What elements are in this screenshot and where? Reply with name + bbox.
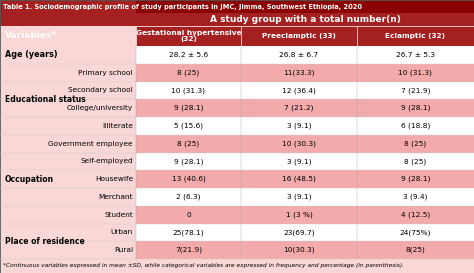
Bar (0, 117, 136, 135)
Text: Eclamptic (32): Eclamptic (32) (385, 33, 446, 39)
Bar (136, 26, 241, 46)
Text: Government employee: Government employee (48, 141, 133, 147)
Bar (357, 26, 474, 46)
Text: 9 (28.1): 9 (28.1) (174, 158, 203, 165)
Text: 25(78.1): 25(78.1) (173, 229, 204, 236)
Text: Merchant: Merchant (99, 194, 133, 200)
Text: 16 (48.5): 16 (48.5) (282, 176, 316, 182)
Text: Place of residence: Place of residence (5, 237, 85, 246)
Text: 8 (25): 8 (25) (404, 140, 427, 147)
Text: 3 (9.1): 3 (9.1) (287, 158, 311, 165)
Text: 10(30.3): 10(30.3) (283, 247, 315, 253)
Bar (0, 117, 474, 135)
Text: Rural: Rural (114, 247, 133, 253)
Bar (0, 241, 136, 259)
Text: 8 (25): 8 (25) (404, 158, 427, 165)
Bar (0, 241, 474, 259)
Text: 10 (31.3): 10 (31.3) (399, 69, 432, 76)
Text: Secondary school: Secondary school (68, 87, 133, 93)
Bar (136, 13, 474, 26)
Text: 5 (15.6): 5 (15.6) (174, 123, 203, 129)
Text: 3 (9.1): 3 (9.1) (287, 123, 311, 129)
Bar (0, 153, 474, 170)
Text: 28.2 ± 5.6: 28.2 ± 5.6 (169, 52, 208, 58)
Bar (0, 206, 474, 224)
Text: Table 1. Sociodemographic profile of study participants in JMC, Jimma, Southwest: Table 1. Sociodemographic profile of stu… (3, 4, 362, 10)
Text: 11(33.3): 11(33.3) (283, 69, 315, 76)
Text: 6 (18.8): 6 (18.8) (401, 123, 430, 129)
Bar (0, 64, 474, 82)
Text: Occupation: Occupation (5, 175, 54, 184)
Text: 9 (28.1): 9 (28.1) (174, 105, 203, 111)
Text: 3 (9.1): 3 (9.1) (287, 194, 311, 200)
Bar (0, 99, 136, 117)
Text: College/university: College/university (67, 105, 133, 111)
Bar (0, 224, 136, 241)
Text: 9 (28.1): 9 (28.1) (401, 105, 430, 111)
Bar (0, 224, 474, 241)
Bar (0, 46, 136, 64)
Text: 13 (40.6): 13 (40.6) (172, 176, 205, 182)
Text: Gestational hypertensive
(32): Gestational hypertensive (32) (136, 29, 241, 43)
Text: Preeclamptic (33): Preeclamptic (33) (262, 33, 336, 39)
Bar (0, 0, 136, 26)
Text: 24(75%): 24(75%) (400, 229, 431, 236)
Bar (0, 99, 474, 117)
Bar (0, 46, 474, 64)
Text: *Continuous variables expressed in mean ±SD, while categorical variables are exp: *Continuous variables expressed in mean … (3, 263, 404, 269)
Text: A study group with a total number(n): A study group with a total number(n) (210, 15, 401, 24)
Bar (241, 26, 357, 46)
Text: 0: 0 (186, 212, 191, 218)
Text: 26.7 ± 5.3: 26.7 ± 5.3 (396, 52, 435, 58)
Text: Educational status: Educational status (5, 95, 86, 104)
Text: Urban: Urban (111, 229, 133, 235)
Bar (0, 135, 136, 153)
Text: 26.8 ± 6.7: 26.8 ± 6.7 (280, 52, 319, 58)
Bar (0, 259, 474, 273)
Text: 12 (36.4): 12 (36.4) (282, 87, 316, 94)
Bar (0, 135, 474, 153)
Text: 10 (30.3): 10 (30.3) (282, 140, 316, 147)
Text: 7 (21.2): 7 (21.2) (284, 105, 314, 111)
Text: 4 (12.5): 4 (12.5) (401, 211, 430, 218)
Bar (0, 170, 474, 188)
Text: 9 (28.1): 9 (28.1) (401, 176, 430, 182)
Text: 23(69.7): 23(69.7) (283, 229, 315, 236)
Text: Housewife: Housewife (95, 176, 133, 182)
Text: 7(21.9): 7(21.9) (175, 247, 202, 253)
Bar (0, 188, 474, 206)
Text: Variables*: Variables* (5, 31, 57, 40)
Text: Primary school: Primary school (78, 70, 133, 76)
Text: Illiterate: Illiterate (102, 123, 133, 129)
Text: Self-employed: Self-employed (81, 158, 133, 164)
Bar (0, 0, 474, 13)
Text: 7 (21.9): 7 (21.9) (401, 87, 430, 94)
Text: 8(25): 8(25) (406, 247, 426, 253)
Text: Age (years): Age (years) (5, 51, 58, 59)
Bar (0, 206, 136, 224)
Text: 8 (25): 8 (25) (177, 140, 200, 147)
Bar (0, 82, 136, 99)
Text: 10 (31.3): 10 (31.3) (172, 87, 206, 94)
Text: 3 (9.4): 3 (9.4) (403, 194, 428, 200)
Bar (0, 188, 136, 206)
Text: 8 (25): 8 (25) (177, 69, 200, 76)
Text: 2 (6.3): 2 (6.3) (176, 194, 201, 200)
Text: 1 (3 %): 1 (3 %) (285, 211, 312, 218)
Text: Student: Student (104, 212, 133, 218)
Bar (0, 82, 474, 99)
Bar (0, 64, 136, 82)
Bar (0, 170, 136, 188)
Bar (0, 153, 136, 170)
